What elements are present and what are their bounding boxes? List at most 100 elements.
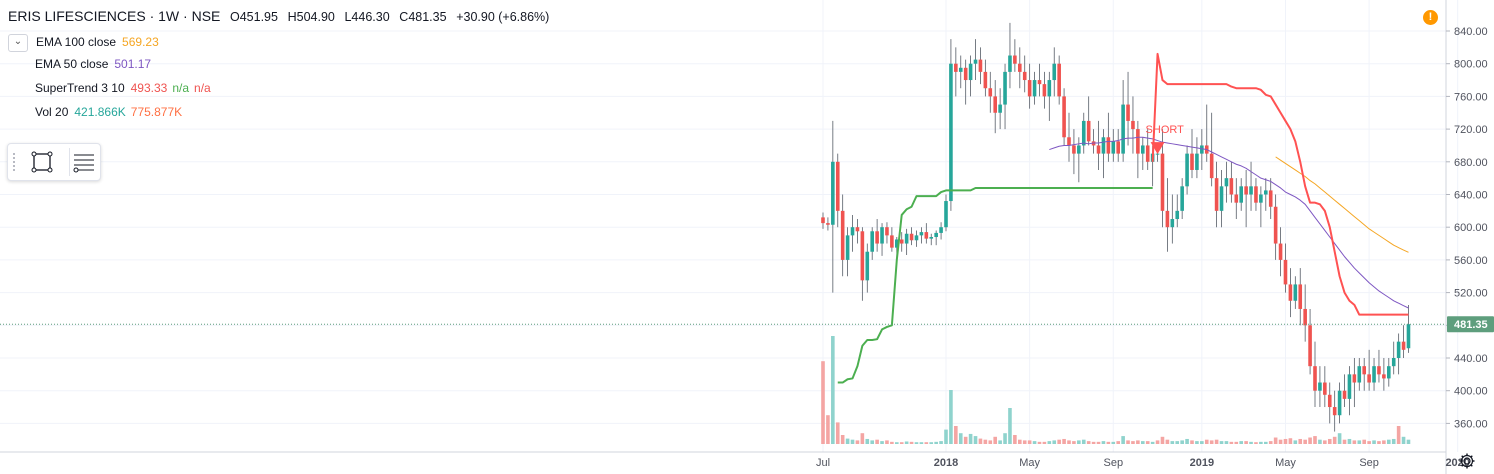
close-value: C481.35	[399, 10, 447, 24]
volume-bar	[1318, 439, 1322, 444]
volume-bar	[919, 442, 924, 444]
volume-bar	[1022, 440, 1027, 444]
candle-body	[831, 161, 835, 225]
volume-bar	[1008, 408, 1012, 444]
indicator-name: SuperTrend 3 10	[35, 81, 125, 95]
volume-bar	[1121, 436, 1125, 444]
candle-body	[1401, 341, 1406, 350]
symbol-title: ERIS LIFESCIENCES · 1W · NSE	[8, 8, 221, 24]
candle-body	[1249, 186, 1253, 195]
candlesticks	[821, 22, 1411, 432]
candle-body	[1367, 374, 1371, 383]
indicator-value: n/a	[172, 81, 190, 95]
volume-bar	[865, 438, 870, 444]
candle-body	[1121, 104, 1125, 154]
volume-bar	[845, 438, 850, 444]
candle-body	[904, 233, 909, 244]
volume-bar	[840, 435, 845, 444]
volume-bar	[870, 440, 874, 444]
candle-body	[1126, 104, 1130, 121]
volume-bar	[1347, 438, 1352, 444]
volume-bar	[909, 441, 914, 444]
candle-body	[1313, 366, 1317, 391]
volume-bar	[1190, 440, 1194, 444]
volume-bar	[973, 436, 978, 444]
candle-body	[1362, 366, 1366, 375]
candle-body	[1254, 186, 1258, 203]
candle-body	[1136, 129, 1140, 154]
candle-body	[1067, 137, 1071, 146]
volume-bar	[1332, 436, 1337, 444]
volume-bar	[1264, 441, 1268, 444]
volume-bar	[1170, 441, 1175, 444]
volume-bar	[826, 415, 830, 444]
price-tick-label: 440.00	[1454, 353, 1488, 365]
chart-header: ERIS LIFESCIENCES · 1W · NSE O451.95 H50…	[8, 8, 555, 24]
volume-bar	[1111, 441, 1116, 444]
volume-bar	[1401, 436, 1406, 444]
price-tick-label: 400.00	[1454, 386, 1488, 398]
candle-body	[1145, 145, 1150, 162]
volume-bar	[1091, 441, 1096, 444]
volume-bar	[890, 441, 894, 444]
volume-bar	[1229, 441, 1234, 444]
high-value: H504.90	[287, 10, 335, 24]
candle-body	[1396, 341, 1401, 358]
volume-bar	[1288, 438, 1293, 444]
candle-body	[1273, 206, 1278, 244]
candle-body	[998, 104, 1002, 113]
horizontal-lines-tool-icon[interactable]	[70, 148, 98, 176]
candle-body	[963, 67, 968, 81]
volume-bar	[835, 422, 840, 444]
volume-bar	[1367, 441, 1371, 444]
volume-bar	[1382, 440, 1386, 444]
candle-body	[870, 231, 874, 252]
volume-bar	[949, 390, 953, 444]
volume-bars	[821, 336, 1411, 444]
volume-bar	[1116, 441, 1120, 444]
candle-body	[1219, 186, 1224, 211]
volume-bar	[1003, 433, 1007, 444]
indicator-ema100[interactable]: ⌄ EMA 100 close 569.23	[8, 34, 159, 52]
toolbar-divider	[69, 148, 70, 176]
volume-bar	[1037, 441, 1042, 444]
candle-body	[1042, 84, 1047, 97]
candle-body	[821, 217, 825, 224]
candle-body	[1224, 178, 1229, 187]
price-axis: 840.00 800.00 760.00 720.00 680.00 640.00 600.…	[1445, 0, 1494, 474]
candle-body	[880, 227, 884, 244]
gear-icon[interactable]	[1458, 452, 1476, 470]
volume-bar	[1067, 440, 1071, 444]
indicator-ema50[interactable]: EMA 50 close 501.17	[35, 57, 151, 71]
candle-body	[1022, 71, 1027, 81]
candle-body	[988, 88, 993, 97]
volume-bar	[1357, 440, 1362, 444]
candle-body	[1037, 80, 1042, 85]
chevron-down-icon[interactable]: ⌄	[8, 34, 28, 52]
candle-body	[1057, 63, 1061, 97]
drag-handle[interactable]	[12, 152, 16, 172]
candle-body	[1323, 382, 1327, 395]
volume-bar	[1377, 441, 1381, 444]
candle-body	[1027, 80, 1032, 97]
candle-body	[1259, 194, 1263, 203]
volume-bar	[924, 442, 929, 444]
volume-bar	[1323, 440, 1327, 444]
volume-bar	[1298, 438, 1303, 444]
candle-body	[1165, 210, 1170, 228]
indicator-supertrend[interactable]: SuperTrend 3 10 493.33 n/a n/a	[35, 81, 211, 95]
volume-bar	[1234, 441, 1239, 444]
volume-bar	[1273, 437, 1278, 444]
volume-bar	[1086, 441, 1091, 444]
candle-body	[845, 235, 850, 260]
volume-bar	[1224, 441, 1229, 444]
short-signal-label: SHORT	[1146, 124, 1185, 136]
indicator-volume[interactable]: Vol 20 421.866K 775.877K	[35, 105, 182, 119]
candle-body	[1214, 178, 1219, 211]
volume-bar	[1214, 439, 1219, 444]
alert-icon[interactable]: !	[1423, 10, 1438, 25]
volume-bar	[1013, 435, 1017, 444]
rectangle-tool-icon[interactable]	[28, 148, 56, 176]
volume-bar	[983, 439, 988, 444]
